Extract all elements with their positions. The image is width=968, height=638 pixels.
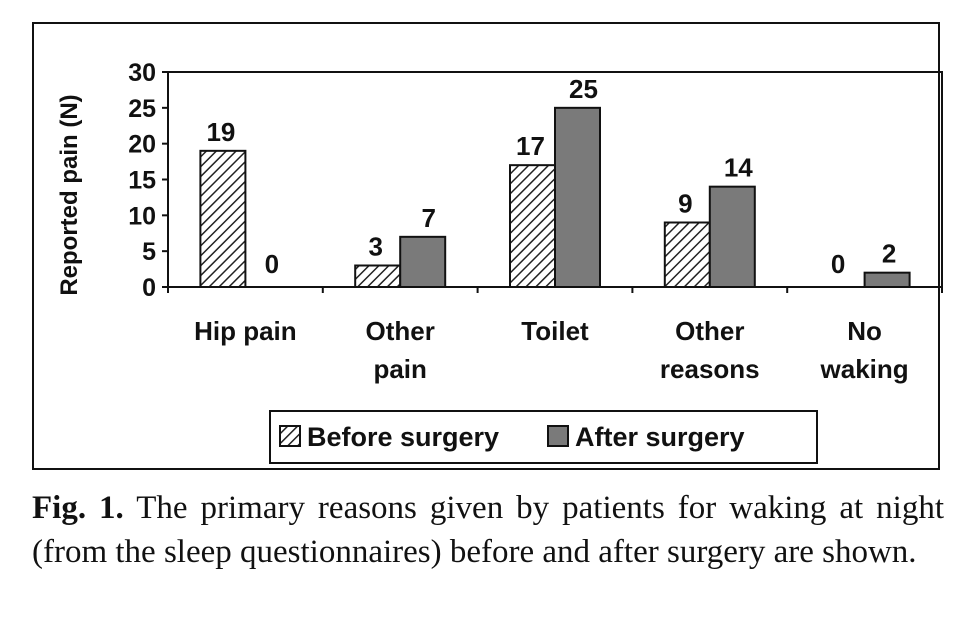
- caption-label: Fig. 1.: [32, 490, 124, 526]
- data-label-before-4: 0: [831, 249, 845, 279]
- x-category-label-1: Other pain: [366, 316, 435, 384]
- data-label-after-1: 7: [421, 203, 435, 233]
- data-label-before-0: 19: [206, 117, 235, 147]
- bar-before-1: [354, 264, 402, 288]
- legend-swatch-before: [279, 425, 301, 447]
- legend-swatch-after: [547, 425, 569, 447]
- x-category-line: waking: [820, 354, 909, 384]
- figure-frame: [32, 22, 940, 470]
- y-tick-label-20: 20: [128, 131, 156, 159]
- y-tick-label-5: 5: [142, 238, 156, 266]
- data-labels: 19 0 3 7 17 25 9 14 0 2: [206, 74, 896, 279]
- legend-box: [269, 410, 818, 464]
- bar-before-3: [663, 221, 711, 288]
- x-category-line: Other: [366, 316, 435, 346]
- x-category-line: Hip pain: [194, 316, 297, 346]
- y-tick-label-10: 10: [128, 202, 156, 230]
- data-label-before-1: 3: [368, 232, 382, 262]
- data-label-after-2: 25: [569, 74, 598, 104]
- bar-before-0: [199, 149, 247, 288]
- bar-before-2: [509, 164, 556, 289]
- legend-label-after: After surgery: [575, 422, 745, 452]
- legend: Before surgery After surgery: [269, 410, 818, 464]
- x-category-line: reasons: [660, 354, 760, 384]
- y-tick-label-15: 15: [128, 167, 156, 195]
- bars: [199, 106, 911, 289]
- data-label-after-3: 14: [724, 153, 753, 183]
- y-axis-label: Reported pain (N): [56, 94, 83, 295]
- bar-after-3: [708, 185, 756, 289]
- y-tick-label-0: 0: [142, 274, 156, 302]
- x-category-label-3: Other reasons: [660, 316, 760, 384]
- caption-text: The primary reasons given by patients fo…: [32, 490, 944, 570]
- bar-after-2: [554, 106, 601, 289]
- data-label-after-0: 0: [265, 249, 279, 279]
- x-category-line: Toilet: [521, 316, 589, 346]
- data-label-after-4: 2: [882, 239, 896, 269]
- x-category-label-2: Toilet: [521, 316, 589, 346]
- x-category-label-4: No waking: [820, 316, 909, 384]
- bar-after-4: [863, 271, 911, 288]
- y-axis: 0 5 10 15 20 25 30: [128, 59, 168, 302]
- x-axis: Hip pain Other pain Toilet Other reasons No wak…: [167, 287, 943, 384]
- y-tick-label-25: 25: [128, 95, 156, 123]
- y-tick-label-30: 30: [128, 59, 156, 87]
- x-category-line: Other: [675, 316, 744, 346]
- x-category-label-0: Hip pain: [194, 316, 297, 346]
- data-label-before-3: 9: [678, 189, 692, 219]
- data-label-before-2: 17: [516, 131, 545, 161]
- x-category-line: No: [847, 316, 882, 346]
- x-category-line: pain: [373, 354, 426, 384]
- legend-label-before: Before surgery: [307, 422, 499, 452]
- figure-caption: Fig. 1. The primary reasons given by pat…: [32, 486, 944, 574]
- bar-after-1: [399, 235, 447, 288]
